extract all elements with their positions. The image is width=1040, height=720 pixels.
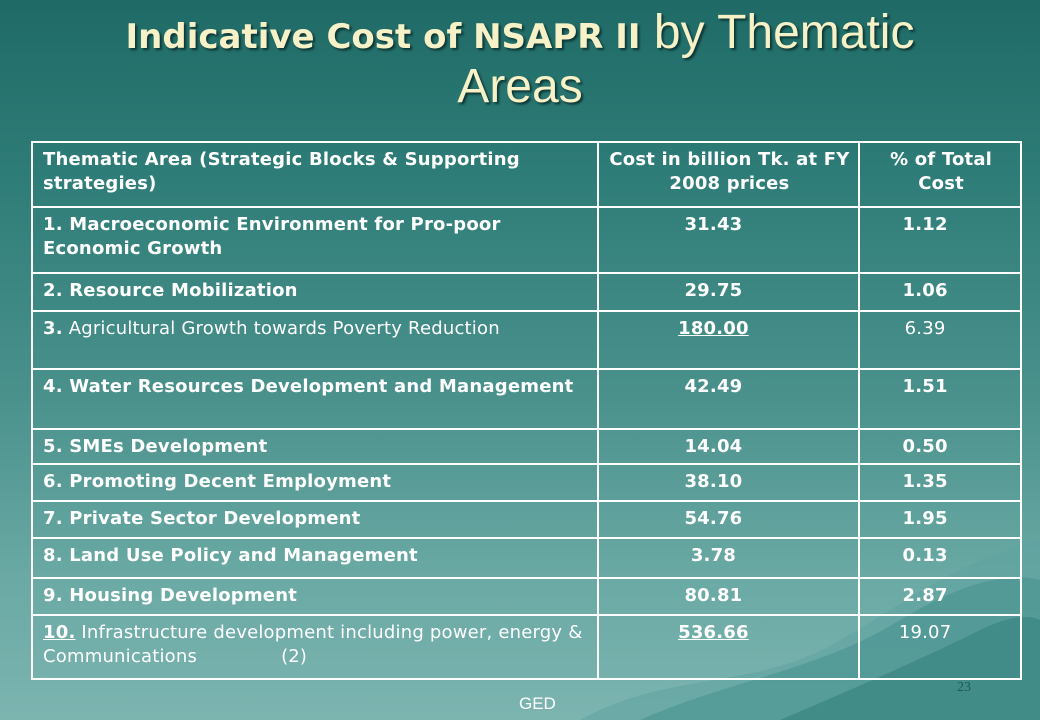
area-cell: 6. Promoting Decent Employment <box>31 463 599 502</box>
row-number: 1. <box>43 214 63 235</box>
table-row: 3. Agricultural Growth towards Poverty R… <box>31 310 1022 370</box>
title-bold-text: Indicative Cost of NSAPR II <box>125 17 641 57</box>
percent-cell: 1.12 <box>858 206 1022 274</box>
area-cell: 4. Water Resources Development and Manag… <box>31 368 599 430</box>
cost-cell: 536.66 <box>596 614 861 680</box>
cost-table: Thematic Area (Strategic Blocks & Suppor… <box>31 141 1022 680</box>
area-cell: 8. Land Use Policy and Management <box>31 537 599 579</box>
page-number: 23 <box>957 680 971 695</box>
percent-cell: 1.51 <box>858 368 1022 430</box>
row-label: Infrastructure development including pow… <box>43 622 583 667</box>
area-cell: 2. Resource Mobilization <box>31 272 599 312</box>
area-cell: 7. Private Sector Development <box>31 500 599 539</box>
area-cell: 3. Agricultural Growth towards Poverty R… <box>31 310 599 370</box>
row-number: 3. <box>43 318 63 339</box>
header-cost: Cost in billion Tk. at FY 2008 prices <box>596 141 861 208</box>
row-label: SMEs Development <box>69 436 268 457</box>
slide-title: Indicative Cost of NSAPR II by Thematic … <box>0 6 1040 114</box>
cost-cell: 29.75 <box>596 272 861 312</box>
percent-cell: 1.95 <box>858 500 1022 539</box>
cost-cell: 42.49 <box>596 368 861 430</box>
row-label: Resource Mobilization <box>69 280 298 301</box>
title-line-two: Areas <box>457 59 583 113</box>
row-label: Promoting Decent Employment <box>69 471 392 492</box>
row-label: Housing Development <box>69 585 298 606</box>
cost-cell: 54.76 <box>596 500 861 539</box>
row-label: Macroeconomic Environment for Pro-poor E… <box>43 214 501 259</box>
percent-cell: 6.39 <box>858 310 1022 370</box>
row-number: 10. <box>43 622 76 643</box>
cost-cell: 38.10 <box>596 463 861 502</box>
title-light-text: by Thematic <box>640 6 915 59</box>
cost-cell: 14.04 <box>596 428 861 465</box>
table-row: 6. Promoting Decent Employment 38.10 1.3… <box>31 463 1022 502</box>
table-row: 9. Housing Development 80.81 2.87 <box>31 577 1022 616</box>
percent-cell: 2.87 <box>858 577 1022 616</box>
row-number: 7. <box>43 508 63 529</box>
table-row: 5. SMEs Development 14.04 0.50 <box>31 428 1022 465</box>
header-thematic-area: Thematic Area (Strategic Blocks & Suppor… <box>31 141 599 208</box>
percent-cell: 1.35 <box>858 463 1022 502</box>
percent-cell: 0.13 <box>858 537 1022 579</box>
area-cell: 5. SMEs Development <box>31 428 599 465</box>
row-number: 6. <box>43 471 63 492</box>
table-row: 8. Land Use Policy and Management 3.78 0… <box>31 537 1022 579</box>
footer-label: GED <box>519 694 556 713</box>
table-row: 10. Infrastructure development including… <box>31 614 1022 680</box>
cost-cell: 3.78 <box>596 537 861 579</box>
row-label: Land Use Policy and Management <box>69 545 418 566</box>
percent-cell: 1.06 <box>858 272 1022 312</box>
table-row: 1. Macroeconomic Environment for Pro-poo… <box>31 206 1022 274</box>
table-row: 4. Water Resources Development and Manag… <box>31 368 1022 430</box>
table-header-row: Thematic Area (Strategic Blocks & Suppor… <box>31 141 1022 208</box>
row-label: Agricultural Growth towards Poverty Redu… <box>68 318 500 339</box>
area-cell: 1. Macroeconomic Environment for Pro-poo… <box>31 206 599 274</box>
row-number: 9. <box>43 585 63 606</box>
row-number: 4. <box>43 376 63 397</box>
cost-cell: 31.43 <box>596 206 861 274</box>
row-label: Water Resources Development and Manageme… <box>69 376 574 397</box>
cost-cell: 80.81 <box>596 577 861 616</box>
percent-cell: 0.50 <box>858 428 1022 465</box>
percent-cell: 19.07 <box>858 614 1022 680</box>
cost-cell: 180.00 <box>596 310 861 370</box>
row-number: 5. <box>43 436 63 457</box>
table-row: 2. Resource Mobilization 29.75 1.06 <box>31 272 1022 312</box>
area-cell: 10. Infrastructure development including… <box>31 614 599 680</box>
row-number: 2. <box>43 280 63 301</box>
header-percent: % of Total Cost <box>858 141 1022 208</box>
area-cell: 9. Housing Development <box>31 577 599 616</box>
row-number: 8. <box>43 545 63 566</box>
row-label: Private Sector Development <box>69 508 361 529</box>
table-row: 7. Private Sector Development 54.76 1.95 <box>31 500 1022 539</box>
row-note: (2) <box>281 646 308 667</box>
